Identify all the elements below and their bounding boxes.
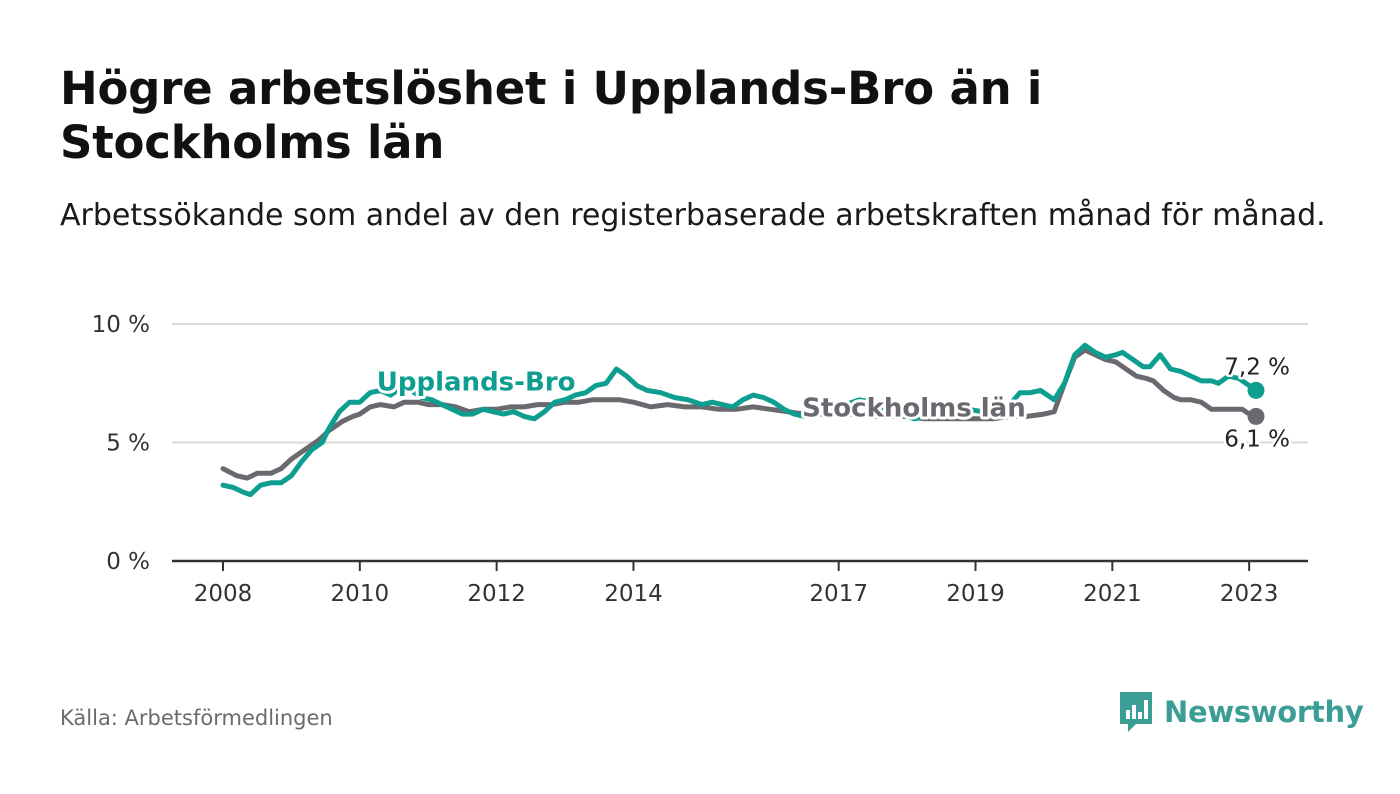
y-tick-label: 5 % [106,431,150,457]
x-tick-label: 2008 [194,581,253,607]
x-tick-label: 2023 [1220,581,1279,607]
series-line-upplands-bro [220,342,1259,498]
x-tick-label: 2021 [1083,581,1142,607]
brand-name: Newsworthy [1164,695,1364,729]
x-tick-label: 2017 [809,581,868,607]
series-label-upplands-bro: Upplands-Bro [377,367,576,397]
series-labels: 6,1 % 7,2 % Upplands-Bro Stockholms län [374,352,1293,455]
y-axis: 0 % 5 % 10 % [92,312,150,575]
x-tick-label: 2010 [331,581,390,607]
y-tick-label: 0 % [106,549,150,575]
x-tick-label: 2014 [604,581,663,607]
y-tick-label: 10 % [92,312,150,338]
end-value-label-stockholms-l-n: 6,1 % [1224,426,1290,452]
source-note: Källa: Arbetsförmedlingen [60,706,333,730]
x-axis: 2008 2010 2012 2014 2017 2019 2021 2023 [194,561,1279,607]
newsworthy-logo[interactable]: Newsworthy [1118,688,1364,736]
newsworthy-chart-icon [1120,692,1152,732]
series-line-stockholms-l-n [220,347,1259,481]
series-lines [220,342,1265,498]
end-value-label-upplands-bro: 7,2 % [1224,354,1290,380]
chart-title: Högre arbetslöshet i Upplands-Bro än i S… [60,62,1043,169]
x-tick-label: 2012 [467,581,526,607]
series-label-stockholms-l-n: Stockholms län [802,393,1026,423]
end-point-stockholms-l-n [1247,407,1265,425]
x-tick-label: 2019 [946,581,1005,607]
gridlines [172,323,1308,563]
chart-subtitle: Arbetssökande som andel av den registerb… [60,198,1326,233]
end-point-upplands-bro [1247,381,1265,399]
